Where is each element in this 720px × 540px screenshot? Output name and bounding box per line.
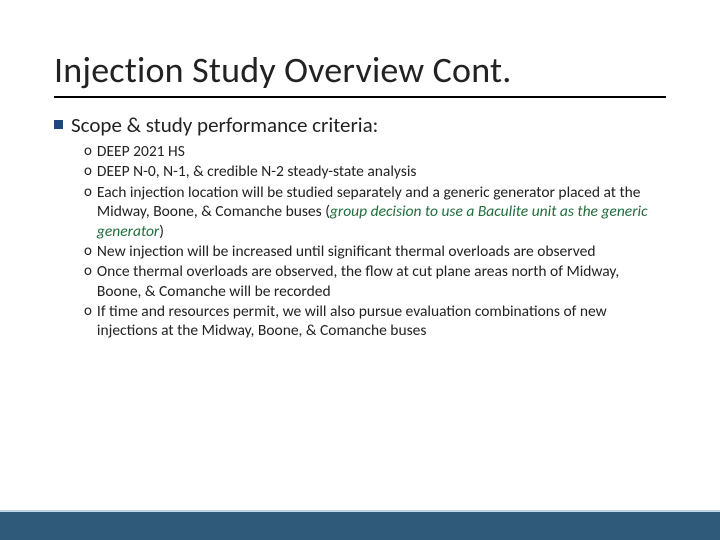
list-item-text: New injection will be increased until si… [97,242,596,261]
list-item: o DEEP 2021 HS [84,142,666,161]
list-item-text: DEEP N-0, N-1, & credible N-2 steady-sta… [97,162,417,181]
list-item: o New injection will be increased until … [84,242,666,261]
bullet-level1: Scope & study performance criteria: [54,112,666,138]
list-item: o Each injection location will be studie… [84,183,666,241]
circle-bullet-icon: o [84,183,92,202]
list-item: o If time and resources permit, we will … [84,302,666,341]
list-item: o DEEP N-0, N-1, & credible N-2 steady-s… [84,162,666,181]
list-item-text: Once thermal overloads are observed, the… [97,262,666,301]
level2-list: o DEEP 2021 HS o DEEP N-0, N-1, & credib… [54,142,666,341]
circle-bullet-icon: o [84,302,92,321]
circle-bullet-icon: o [84,162,92,181]
list-item-text-after: ) [159,222,164,241]
list-item-text: Each injection location will be studied … [97,183,666,241]
level1-text: Scope & study performance criteria: [71,112,378,138]
circle-bullet-icon: o [84,242,92,261]
list-item: o Once thermal overloads are observed, t… [84,262,666,301]
square-bullet-icon [54,120,63,129]
slide: Injection Study Overview Cont. Scope & s… [0,0,720,540]
slide-title: Injection Study Overview Cont. [54,48,666,98]
list-item-text: DEEP 2021 HS [97,142,185,161]
bottom-bar [0,512,720,540]
circle-bullet-icon: o [84,142,92,161]
list-item-text: If time and resources permit, we will al… [97,302,666,341]
circle-bullet-icon: o [84,262,92,281]
